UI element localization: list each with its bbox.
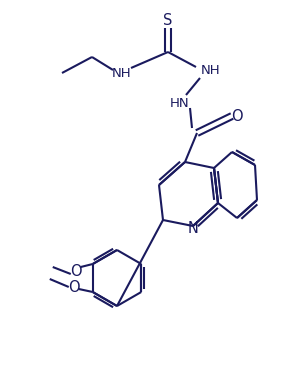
Text: O: O [68,279,79,295]
Text: S: S [163,13,173,27]
Text: HN: HN [170,96,190,109]
Text: O: O [70,265,82,279]
Text: N: N [187,220,198,236]
Text: O: O [231,108,243,124]
Text: NH: NH [112,66,132,79]
Text: NH: NH [201,63,221,76]
